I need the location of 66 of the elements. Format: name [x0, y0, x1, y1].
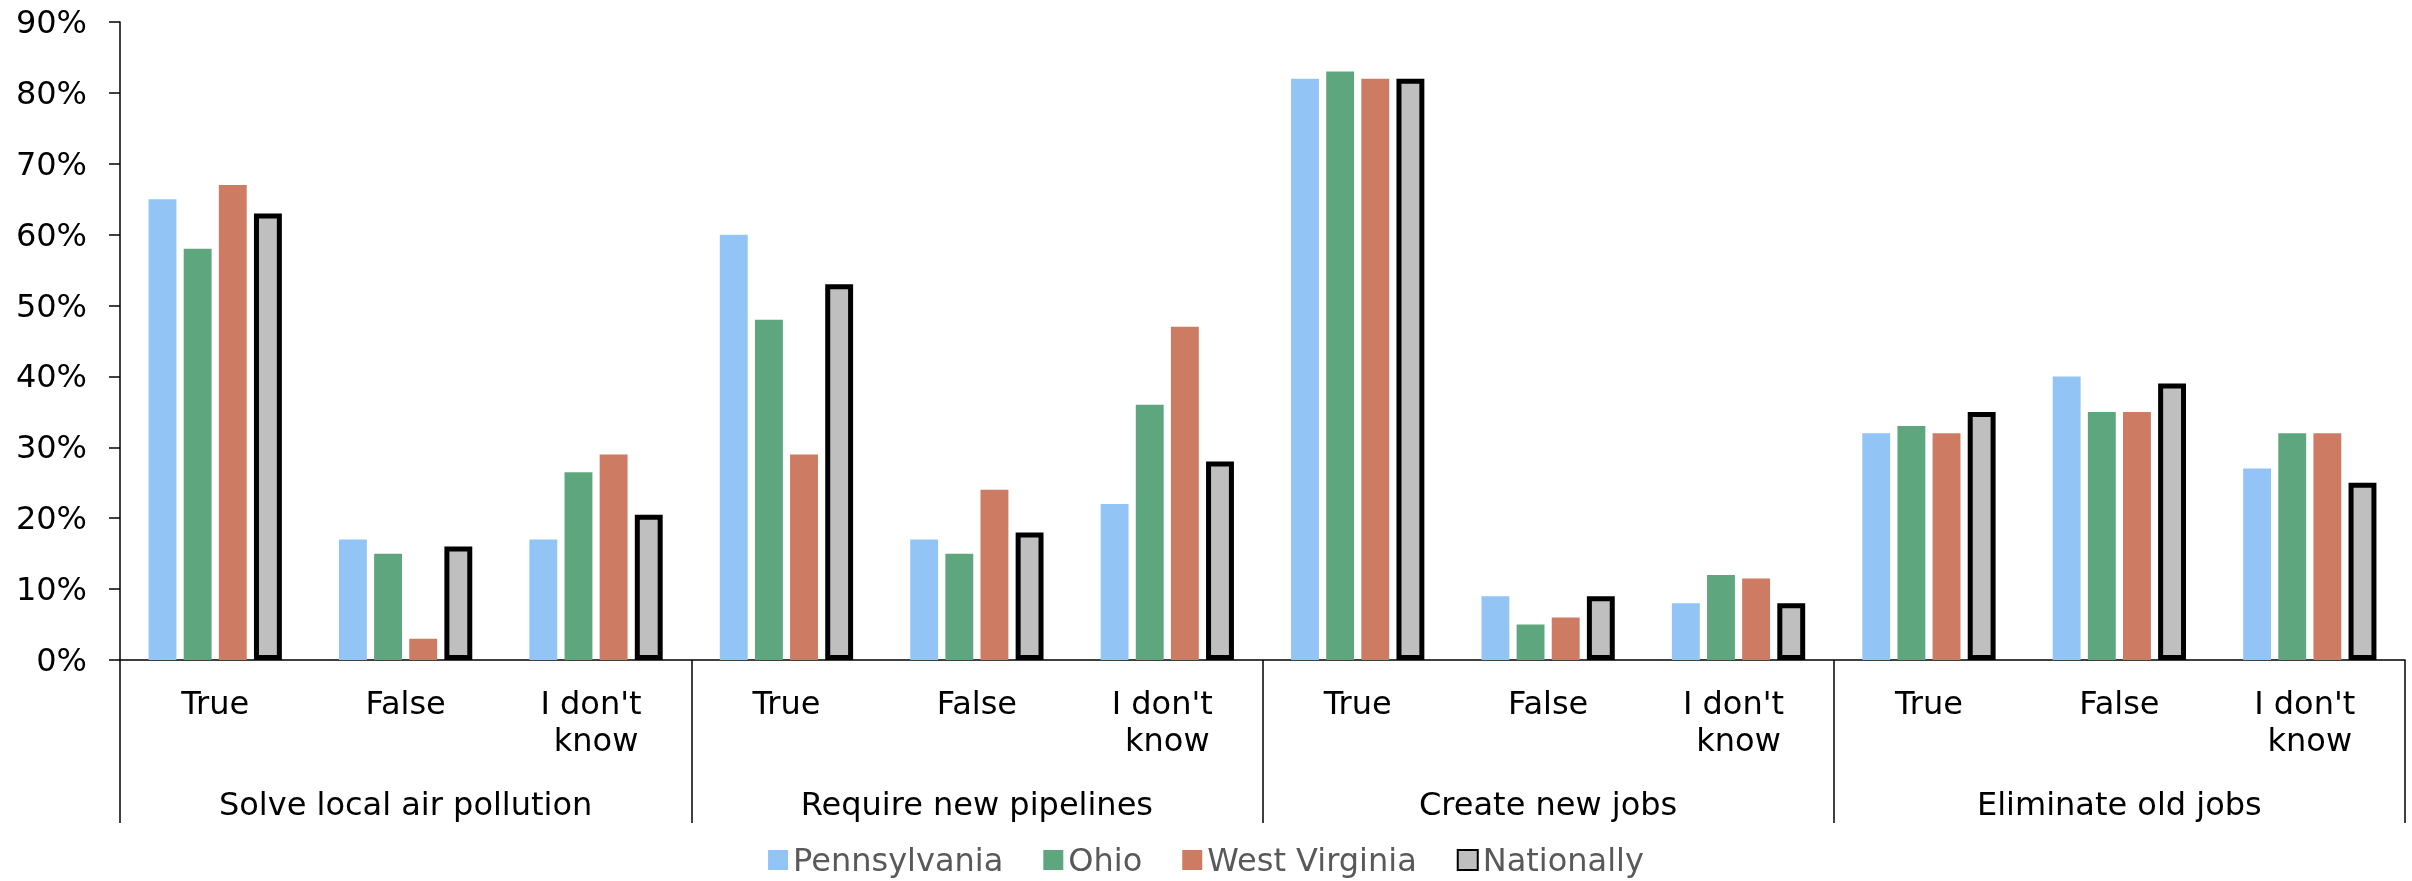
y-tick-label: 30%	[15, 428, 87, 467]
bar	[1862, 433, 1891, 660]
bar	[2278, 433, 2307, 660]
bar	[599, 454, 628, 660]
y-tick-label: 60%	[15, 215, 87, 254]
bar	[564, 472, 593, 660]
bar	[790, 454, 818, 660]
bar	[1551, 617, 1580, 660]
bar	[2123, 411, 2151, 660]
x-tick-label: False	[365, 683, 446, 722]
bar	[2052, 376, 2081, 660]
y-tick-label: 40%	[15, 357, 87, 396]
bar	[910, 539, 939, 660]
bar	[183, 248, 212, 660]
text: Solve local air pollution	[218, 785, 593, 823]
x-tick-label: False	[2079, 683, 2160, 722]
bar	[719, 234, 748, 660]
bar	[1897, 426, 1926, 660]
bar	[1361, 78, 1390, 660]
y-tick-label: 20%	[15, 499, 87, 538]
bar	[1671, 603, 1700, 660]
x-tick-label: I don't know	[1682, 683, 1795, 759]
legend-label: Nationally	[1482, 841, 1644, 879]
bar	[1100, 504, 1129, 660]
y-tick-label: 0%	[36, 641, 87, 679]
x-tick-label: True	[1893, 683, 1963, 722]
legend-label: Pennsylvania	[793, 841, 1004, 879]
bar	[1170, 326, 1199, 660]
text: Create new jobs	[1418, 785, 1678, 823]
legend-label: West Virginia	[1207, 841, 1417, 879]
bar	[338, 539, 367, 660]
y-tick-label: 10%	[15, 570, 87, 609]
bar	[1135, 404, 1164, 660]
y-tick-label: 70%	[15, 144, 87, 183]
x-tick-label: False	[1507, 683, 1589, 722]
y-tick-label: 80%	[15, 73, 87, 112]
text: Eliminate old jobs	[1976, 785, 2262, 823]
x-tick-label: I don't know	[1111, 683, 1223, 759]
bar	[2087, 411, 2116, 660]
bar	[529, 539, 558, 660]
bar	[409, 638, 438, 660]
y-tick-label: 90%	[15, 3, 87, 41]
x-tick-label: True	[1322, 683, 1392, 722]
y-tick-label: 50%	[15, 286, 87, 325]
bar	[2313, 433, 2342, 660]
legend-label: Ohio	[1068, 841, 1143, 879]
bar	[1932, 433, 1961, 660]
bar	[374, 553, 402, 660]
bar	[1481, 596, 1510, 660]
bar	[1516, 624, 1545, 660]
bar	[1707, 574, 1735, 660]
x-tick-label: I don't know	[540, 683, 652, 759]
x-tick-label: True	[751, 683, 821, 722]
bar	[980, 489, 1009, 660]
x-tick-label: False	[936, 683, 1018, 722]
x-tick-label: True	[180, 683, 250, 722]
text: Require new pipelines	[800, 785, 1153, 823]
bar	[1742, 578, 1771, 660]
bar	[754, 319, 783, 660]
bar	[218, 185, 247, 660]
bar	[1326, 71, 1355, 660]
bar	[945, 553, 974, 660]
bar	[1291, 78, 1319, 660]
x-tick-label: I don't know	[2254, 683, 2366, 759]
bar	[148, 199, 177, 660]
bar	[2243, 468, 2272, 660]
